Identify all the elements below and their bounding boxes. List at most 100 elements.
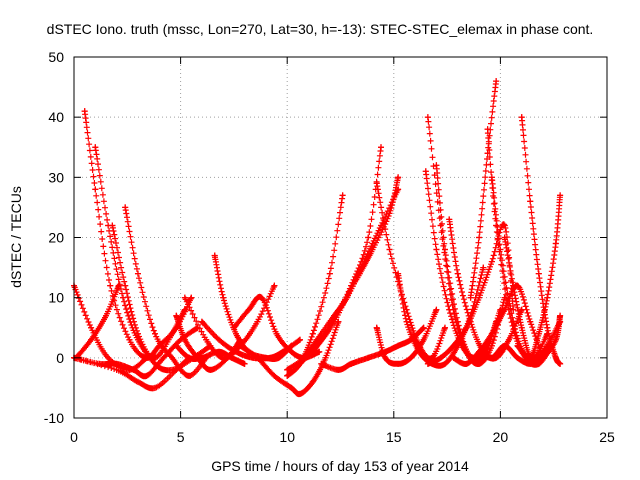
x-tick-label: 5 bbox=[177, 429, 185, 445]
data-point bbox=[446, 216, 453, 223]
data-point bbox=[365, 354, 372, 361]
data-point bbox=[173, 312, 180, 319]
data-point bbox=[198, 354, 205, 361]
data-point bbox=[284, 366, 291, 373]
data-point bbox=[271, 372, 278, 379]
data-point bbox=[318, 360, 325, 367]
data-point bbox=[488, 354, 495, 361]
data-point bbox=[386, 246, 393, 253]
data-point bbox=[493, 78, 500, 85]
data-point bbox=[169, 330, 176, 337]
data-point bbox=[343, 294, 350, 301]
data-point bbox=[557, 318, 564, 325]
data-point bbox=[557, 312, 564, 319]
data-point bbox=[284, 372, 291, 379]
data-point bbox=[454, 318, 461, 325]
data-point bbox=[220, 354, 227, 361]
data-point bbox=[467, 294, 474, 301]
data-point bbox=[143, 372, 150, 379]
data-point bbox=[233, 348, 240, 355]
data-point bbox=[514, 354, 521, 361]
data-point bbox=[535, 330, 542, 337]
data-point bbox=[203, 336, 210, 343]
y-tick-label: 50 bbox=[48, 49, 64, 65]
data-point bbox=[422, 168, 429, 175]
series-arc19 bbox=[284, 186, 402, 373]
data-point bbox=[454, 270, 461, 277]
data-point bbox=[501, 306, 508, 313]
y-tick-label: 0 bbox=[56, 350, 64, 366]
data-point bbox=[420, 336, 427, 343]
data-point bbox=[186, 354, 193, 361]
data-point bbox=[527, 354, 534, 361]
data-point bbox=[88, 336, 95, 343]
data-point bbox=[476, 234, 483, 241]
data-point bbox=[130, 366, 137, 373]
data-point bbox=[215, 336, 222, 343]
data-point bbox=[134, 378, 141, 385]
data-point bbox=[378, 222, 385, 229]
y-tick-label: 30 bbox=[48, 169, 64, 185]
data-point bbox=[181, 336, 188, 343]
y-tick-label: 20 bbox=[48, 230, 64, 246]
data-point bbox=[540, 354, 547, 361]
data-point bbox=[424, 114, 431, 121]
x-tick-label: 25 bbox=[599, 429, 615, 445]
data-point bbox=[518, 114, 525, 121]
data-point bbox=[152, 330, 159, 337]
data-point bbox=[395, 270, 402, 277]
data-point bbox=[335, 366, 342, 373]
data-point bbox=[322, 354, 329, 361]
data-point bbox=[544, 324, 551, 331]
data-point bbox=[109, 222, 116, 229]
data-point bbox=[279, 348, 286, 355]
data-point bbox=[501, 342, 508, 349]
data-point bbox=[382, 354, 389, 361]
data-point bbox=[348, 360, 355, 367]
data-point bbox=[113, 366, 120, 373]
data-point bbox=[211, 252, 218, 259]
data-point bbox=[230, 324, 237, 331]
data-point bbox=[169, 366, 176, 373]
ticks: 0 5 10 15 20 25 -10 0 10 20 30 40 50 bbox=[44, 49, 615, 445]
data-point bbox=[314, 336, 321, 343]
series-arc15 bbox=[237, 318, 342, 398]
data-point bbox=[527, 198, 534, 205]
data-point bbox=[122, 204, 129, 211]
data-point bbox=[152, 384, 159, 391]
data-point bbox=[296, 336, 303, 343]
data-point bbox=[463, 360, 470, 367]
data-point bbox=[105, 354, 112, 361]
data-point bbox=[326, 270, 333, 277]
series-arc13 bbox=[173, 342, 248, 367]
data-point bbox=[81, 108, 88, 115]
series-arc35 bbox=[424, 221, 517, 367]
data-point bbox=[527, 318, 534, 325]
data-point bbox=[441, 324, 448, 331]
data-point bbox=[88, 324, 95, 331]
series-layer bbox=[71, 78, 564, 398]
data-point bbox=[544, 294, 551, 301]
data-point bbox=[181, 294, 188, 301]
data-point bbox=[186, 372, 193, 379]
data-point bbox=[271, 282, 278, 289]
data-point bbox=[267, 354, 274, 361]
data-point bbox=[198, 318, 205, 325]
data-point bbox=[505, 336, 512, 343]
data-point bbox=[535, 270, 542, 277]
data-point bbox=[233, 330, 240, 337]
data-point bbox=[488, 174, 495, 181]
data-point bbox=[433, 246, 440, 253]
data-point bbox=[169, 354, 176, 361]
data-point bbox=[288, 384, 295, 391]
data-point bbox=[527, 360, 534, 367]
data-point bbox=[288, 348, 295, 355]
data-point bbox=[403, 318, 410, 325]
data-point bbox=[484, 150, 491, 157]
data-point bbox=[113, 360, 120, 367]
data-point bbox=[476, 294, 483, 301]
data-point bbox=[115, 282, 122, 289]
data-point bbox=[152, 354, 159, 361]
